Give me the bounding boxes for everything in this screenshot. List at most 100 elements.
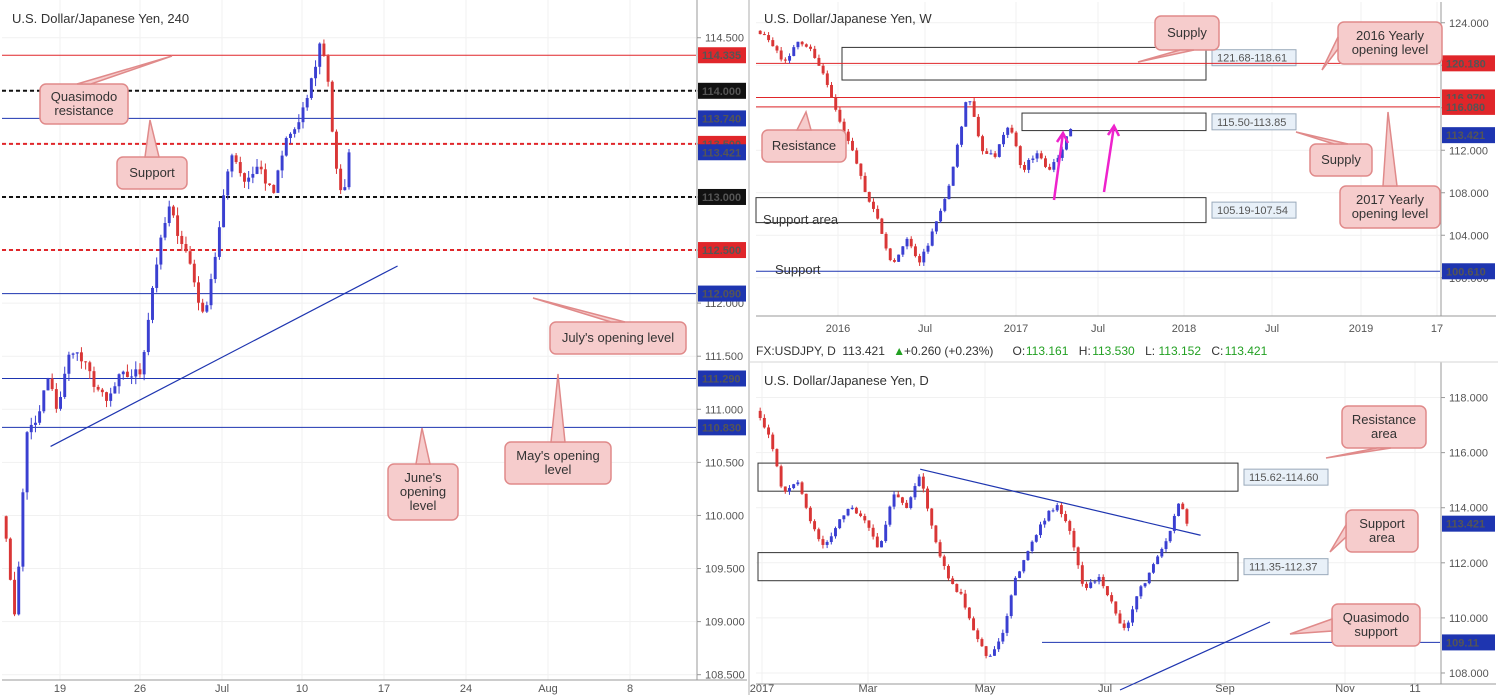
h4-ytick: 109.500	[705, 564, 745, 576]
ticker-l-label: L:	[1145, 344, 1155, 358]
h4-level-tag: 113.740	[702, 113, 741, 125]
weekly-zone-2	[755, 197, 1207, 224]
callout-support-area: Support area	[1329, 509, 1419, 553]
h4-level-tag: 112.090	[702, 289, 741, 301]
h4-candles	[4, 39, 351, 617]
daily-xtick: Jul	[1098, 683, 1112, 695]
h4-xtick: 10	[296, 683, 308, 695]
daily-zone-1	[757, 552, 1239, 582]
callout-weekly-supply-mid: Supply	[1295, 131, 1373, 177]
h4-ytick: 114.500	[705, 33, 744, 45]
label-support-area: Support area	[763, 212, 839, 227]
h4-level-tag: 114.335	[702, 50, 741, 62]
daily-title: U.S. Dollar/Japanese Yen, D	[764, 373, 929, 388]
daily-xtick: May	[975, 683, 996, 695]
h4-ytick: 109.000	[705, 617, 745, 629]
ticker-high: 113.530	[1092, 344, 1135, 358]
callout-support: Support	[116, 119, 188, 190]
weekly-magenta-arrows	[1052, 123, 1121, 201]
callout-june-opening: June's opening level	[387, 427, 459, 521]
ticker-o-label: O:	[1013, 344, 1026, 358]
daily-xtick: Mar	[859, 683, 878, 695]
ticker-c-label: C:	[1211, 344, 1223, 358]
svg-text:July's opening level: July's opening level	[562, 330, 674, 345]
ticker-low: 113.152	[1159, 344, 1202, 358]
daily-ytick: 110.000	[1449, 613, 1488, 625]
daily-ytick: 118.000	[1449, 393, 1488, 405]
daily-ytick: 114.000	[1449, 503, 1488, 515]
daily-ytick: 112.000	[1449, 558, 1488, 570]
daily-ytick: 116.000	[1449, 448, 1488, 460]
daily-rising-trendline	[1119, 621, 1271, 691]
h4-level-tag: 114.000	[702, 86, 741, 98]
daily-candles	[758, 407, 1189, 659]
weekly-current-price: 113.421	[1446, 130, 1485, 142]
daily-zone-label-1: 111.35-112.37	[1249, 562, 1318, 574]
h4-level-tag: 112.500	[702, 245, 741, 257]
daily-xtick: Sep	[1215, 683, 1235, 695]
weekly-zone-label-2: 105.19-107.54	[1217, 205, 1288, 217]
ticker-bar: FX:USDJPY, D 113.421 ▲+0.260 (+0.23%) O: 113…	[750, 340, 1498, 363]
h4-title: U.S. Dollar/Japanese Yen, 240	[12, 11, 189, 26]
h4-ytick: 110.500	[705, 457, 744, 469]
h4-level-tag: 110.830	[702, 422, 741, 434]
up-arrow-icon: ▲	[893, 344, 905, 358]
daily-ytick: 108.000	[1449, 668, 1489, 680]
svg-text:Supply: Supply	[1167, 25, 1207, 40]
svg-text:Resistance: Resistance	[772, 138, 836, 153]
weekly-ytick: 124.000	[1449, 18, 1489, 30]
h4-xtick: 24	[460, 683, 472, 695]
ticker-open: 113.161	[1026, 344, 1069, 358]
daily-xtick: 11	[1409, 683, 1420, 695]
weekly-xtick: 17	[1431, 323, 1443, 335]
weekly-xtick: 2016	[826, 323, 850, 335]
h4-level-tag: 113.000	[702, 192, 741, 204]
h4-ytick: 108.500	[705, 670, 745, 682]
weekly-zone-label-1: 115.50-113.85	[1217, 117, 1286, 129]
callout-resistance-area: Resistance area	[1325, 405, 1427, 459]
weekly-xtick: Jul	[918, 323, 932, 335]
h4-xtick: Aug	[538, 683, 558, 695]
h4-xtick: 19	[54, 683, 66, 695]
weekly-level-tag: 120.180	[1446, 58, 1486, 70]
ticker-close: 113.421	[1225, 344, 1268, 358]
weekly-xtick: 2018	[1172, 323, 1196, 335]
h4-level-tag: 111.290	[702, 374, 741, 386]
weekly-grid	[756, 2, 1440, 316]
callout-quasimodo-support: Quasimodo support	[1289, 603, 1421, 647]
weekly-xtick: 2019	[1349, 323, 1373, 335]
daily-trendline	[920, 468, 1201, 536]
ticker-h-label: H:	[1079, 344, 1091, 358]
h4-current-price: 113.421	[702, 147, 741, 159]
daily-zone-label-0: 115.62-114.60	[1249, 472, 1318, 484]
svg-text:Support: Support	[129, 165, 175, 180]
weekly-level-tag: 100.610	[1446, 266, 1486, 278]
daily-level-tag: 109.11	[1446, 637, 1479, 649]
weekly-ytick: 104.000	[1449, 230, 1489, 242]
callout-2016-yearly: 2016 Yearly opening level	[1321, 21, 1443, 71]
h4-xtick: 8	[627, 683, 633, 695]
h4-trendline	[50, 265, 398, 447]
callout-weekly-supply-top: Supply	[1137, 15, 1220, 63]
weekly-ytick: 108.000	[1449, 188, 1489, 200]
h4-ytick: 111.500	[705, 351, 743, 363]
weekly-ytick: 112.000	[1449, 145, 1488, 157]
callout-quasimodo-resistance: Quasimodo resistance	[39, 55, 173, 125]
callout-2017-yearly: 2017 Yearly opening level	[1339, 111, 1441, 229]
callout-july-opening: July's opening level	[532, 297, 687, 355]
h4-ytick: 110.000	[705, 510, 744, 522]
ticker-last: 113.421	[842, 344, 885, 358]
h4-ytick: 111.000	[705, 404, 743, 416]
weekly-xtick: 2017	[1004, 323, 1028, 335]
callout-may-opening: May's opening level	[504, 373, 612, 485]
daily-zone-0	[757, 462, 1239, 492]
ticker-change: +0.260 (+0.23%)	[904, 344, 993, 358]
pane-divider-v	[748, 0, 750, 695]
label-support: Support	[775, 262, 821, 277]
